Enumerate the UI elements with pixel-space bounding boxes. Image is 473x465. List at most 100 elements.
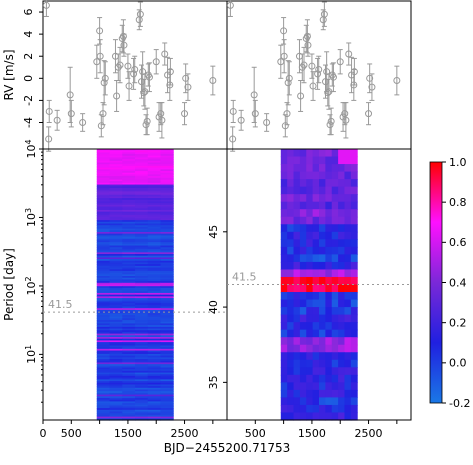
heatmap-cell — [160, 292, 174, 296]
heatmap-cell — [109, 379, 123, 382]
heatmap-cell — [293, 382, 301, 391]
heatmap-cell — [109, 250, 123, 253]
heatmap-cell — [135, 318, 149, 321]
heatmap-cell — [319, 322, 326, 331]
heatmap-cell — [109, 345, 123, 348]
heatmap-cell — [96, 287, 111, 291]
heatmap-cell — [160, 326, 174, 330]
heatmap-cell — [306, 374, 314, 383]
heatmap-cell — [160, 404, 174, 408]
heatmap-cell — [135, 323, 149, 326]
heatmap-cell — [96, 150, 111, 153]
heatmap-cell — [306, 412, 314, 421]
heatmap-cell — [96, 203, 111, 206]
heatmap-cell — [344, 284, 352, 293]
heatmap-cell — [109, 292, 123, 296]
heatmap-cell — [109, 333, 123, 336]
heatmap-cell — [147, 276, 161, 279]
heatmap-cell — [350, 246, 358, 255]
rv-point — [283, 110, 291, 118]
heatmap-cell — [319, 224, 326, 233]
heatmap-cell — [160, 409, 174, 413]
heatmap-cell — [96, 206, 111, 209]
heatmap-cell — [109, 350, 123, 353]
heatmap-cell — [160, 370, 174, 374]
heatmap-cell — [299, 374, 307, 383]
heatmap-cell — [109, 352, 123, 355]
period-y-tick-label: 45 — [207, 225, 220, 239]
rv-point — [280, 27, 288, 35]
heatmap-cell — [109, 255, 123, 258]
heatmap-cell — [96, 270, 111, 274]
heatmap-cell — [160, 418, 174, 421]
heatmap-cell — [299, 246, 307, 255]
heatmap-cell — [312, 149, 320, 158]
heatmap-cell — [325, 164, 333, 173]
heatmap-cell — [135, 272, 149, 275]
heatmap-cell — [287, 171, 295, 180]
heatmap-cell — [109, 187, 123, 191]
rv-point — [152, 58, 160, 66]
heatmap-cell — [135, 159, 149, 162]
heatmap-cell — [122, 149, 136, 152]
heatmap-cell — [135, 326, 149, 330]
heatmap-cell — [160, 347, 174, 350]
heatmap-cell — [338, 322, 345, 331]
heatmap-cell — [147, 347, 161, 350]
heatmap-cell — [331, 389, 339, 399]
heatmap-cell — [160, 369, 174, 372]
heatmap-cell — [96, 215, 111, 218]
heatmap-cell — [109, 387, 123, 391]
heatmap-cell — [160, 225, 174, 228]
rv-point — [181, 110, 189, 118]
heatmap-cell — [293, 292, 301, 301]
heatmap-cell — [135, 389, 149, 392]
heatmap-cell — [135, 397, 149, 401]
period-y-tick-label: 102 — [24, 276, 38, 295]
heatmap-cell — [135, 325, 149, 328]
heatmap-cell — [147, 381, 161, 384]
heatmap-cell — [109, 386, 123, 389]
heatmap-cell — [331, 209, 339, 218]
heatmap-cell — [338, 216, 345, 225]
heatmap-cell — [109, 299, 123, 303]
heatmap-cell — [96, 257, 111, 260]
heatmap-cell — [287, 322, 295, 331]
heatmap-cell — [293, 156, 301, 165]
heatmap-cell — [122, 377, 136, 380]
heatmap-cell — [287, 246, 295, 255]
heatmap-cell — [109, 177, 123, 181]
heatmap-cell — [160, 186, 174, 189]
heatmap-cell — [122, 326, 136, 330]
heatmap-cell — [325, 374, 333, 383]
heatmap-cell — [312, 292, 320, 301]
heatmap-cell — [299, 171, 307, 180]
heatmap-cell — [147, 231, 161, 235]
heatmap-cell — [109, 181, 123, 184]
heatmap-cell — [147, 360, 161, 364]
heatmap-cell — [312, 344, 320, 353]
heatmap-cell — [293, 276, 301, 286]
heatmap-cell — [135, 414, 149, 418]
heatmap-cell — [160, 387, 174, 391]
colorbar-tick-label: 0.8 — [449, 196, 467, 209]
heatmap-cell — [96, 252, 111, 255]
heatmap-cell — [122, 355, 136, 358]
heatmap-cell — [122, 272, 136, 275]
heatmap-cell — [122, 157, 136, 160]
heatmap-cell — [160, 333, 174, 336]
heatmap-cell — [306, 201, 314, 210]
heatmap-cell — [96, 386, 111, 389]
heatmap-cell — [287, 276, 295, 286]
heatmap-cell — [135, 182, 149, 186]
heatmap-cell — [135, 292, 149, 296]
heatmap-cell — [96, 171, 111, 174]
heatmap-cell — [122, 262, 136, 265]
heatmap-cell — [319, 307, 326, 316]
heatmap-cell — [122, 337, 136, 340]
heatmap-cell — [338, 397, 345, 406]
heatmap-cell — [147, 201, 161, 204]
heatmap-cell — [135, 201, 149, 204]
heatmap-cell — [122, 243, 136, 247]
heatmap-cell — [299, 299, 307, 308]
